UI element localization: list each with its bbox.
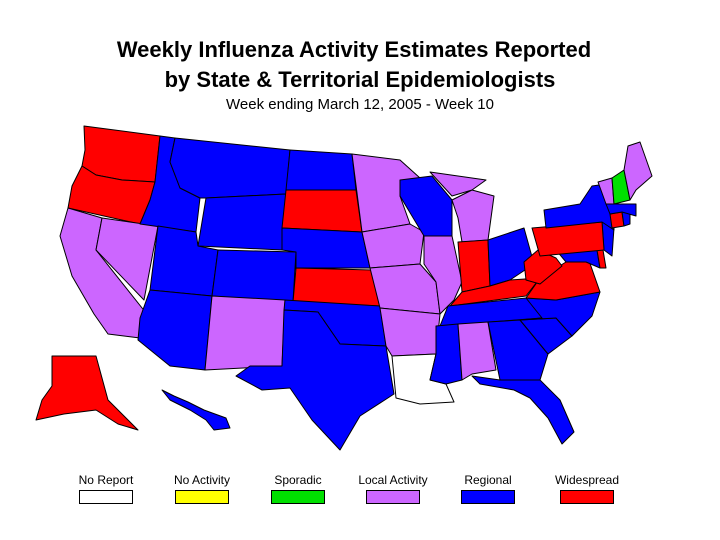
state-nd [285,149,357,191]
legend-item-no-report: No Report [66,473,146,504]
state-co [211,249,297,303]
state-nm [204,295,286,371]
legend-swatch [366,490,420,504]
legend-item-regional: Regional [448,473,528,504]
state-ga [487,319,549,381]
state-pa [531,221,605,257]
legend-label: No Report [78,473,134,487]
legend-swatch [560,490,614,504]
legend-label: Local Activity [358,473,428,487]
state-ia [361,223,425,269]
legend-swatch [175,490,229,504]
map-title: Weekly Influenza Activity Estimates Repo… [116,37,592,62]
legend-label: Widespread [554,473,620,487]
state-me [623,141,653,201]
state-ar [379,307,441,357]
legend-swatch [461,490,515,504]
legend-label: Regional [464,473,512,487]
legend-label: Sporadic [274,473,322,487]
state-ma [605,203,637,217]
state-al [457,321,497,381]
state-tx [235,309,395,451]
legend-swatch [271,490,325,504]
state-ks [292,267,381,307]
legend-swatch [79,490,133,504]
legend-item-no-activity: No Activity [162,473,242,504]
state-hi [161,389,231,431]
legend-label: No Activity [173,473,230,487]
state-fl [471,375,575,445]
state-mt [169,137,291,199]
state-ak [35,355,139,431]
state-in [457,239,491,293]
state-oh [487,227,535,287]
legend-item-local: Local Activity [353,473,433,504]
legend-item-sporadic: Sporadic [258,473,338,504]
state-nv [95,217,159,301]
map-title-line2: by State & Territorial Epidemiologists [164,67,556,92]
map-subtitle: Week ending March 12, 2005 - Week 10 [226,96,494,113]
state-il [423,235,463,315]
state-wy [197,193,287,251]
state-sd [281,189,363,233]
state-az [137,289,213,371]
legend-item-widespread: Widespread [547,473,627,504]
